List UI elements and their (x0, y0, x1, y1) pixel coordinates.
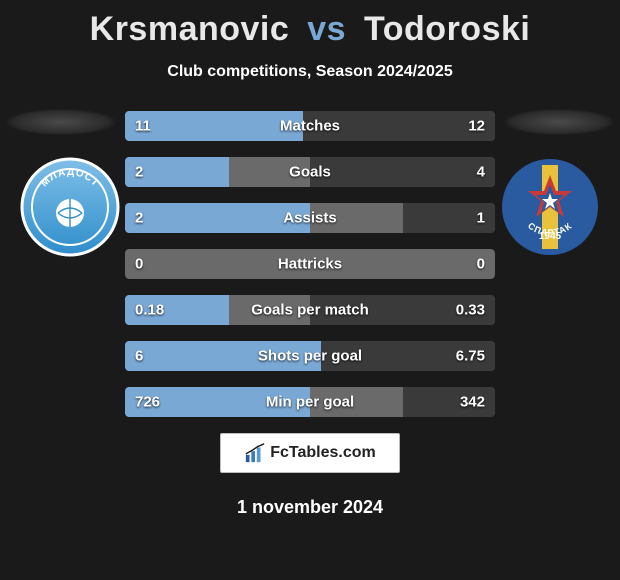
team-crest-left: МЛАДОСТ (20, 157, 120, 257)
stat-bars: 11 12 Matches 2 4 Goals 2 1 Assists 0 0 Hattricks 0.… (125, 109, 495, 417)
stat-row: 6 6.75 Shots per goal (125, 341, 495, 371)
stat-right-value: 4 (477, 164, 485, 181)
fctables-logo-icon (244, 442, 266, 464)
comparison-title: Krsmanovic vs Todoroski (0, 0, 620, 49)
vs-text: vs (307, 10, 346, 48)
team-crest-right: СПАРТАК 1945 (500, 157, 600, 257)
date-label: 1 november 2024 (0, 497, 620, 518)
stat-label: Goals (289, 164, 331, 181)
subtitle: Club competitions, Season 2024/2025 (0, 63, 620, 81)
stat-label: Matches (280, 118, 340, 135)
comparison-arena: МЛАДОСТ СПАРТАК 1945 1112Matches24Goals2… (0, 109, 620, 417)
stat-row: 11 12 Matches (125, 111, 495, 141)
bar-left-fill (125, 203, 310, 233)
stat-left-value: 2 (135, 210, 143, 227)
svg-text:1945: 1945 (539, 231, 562, 242)
stat-label: Shots per goal (258, 348, 362, 365)
branding-badge: FcTables.com (220, 433, 400, 473)
stat-label: Assists (283, 210, 336, 227)
stat-row: 2 1 Assists (125, 203, 495, 233)
stat-left-value: 2 (135, 164, 143, 181)
stat-left-value: 726 (135, 394, 160, 411)
bar-left-fill (125, 111, 303, 141)
player1-name: Krsmanovic (90, 10, 290, 48)
stat-right-value: 342 (460, 394, 485, 411)
spotlight-left (6, 109, 116, 135)
stat-right-value: 0 (477, 256, 485, 273)
bar-right-fill (310, 157, 495, 187)
stat-label: Min per goal (266, 394, 354, 411)
player2-name: Todoroski (364, 10, 530, 48)
stat-left-value: 6 (135, 348, 143, 365)
stat-label: Goals per match (251, 302, 369, 319)
stat-left-value: 11 (135, 118, 151, 135)
stat-right-value: 12 (468, 118, 485, 135)
spotlight-right (504, 109, 614, 135)
stat-left-value: 0 (135, 256, 143, 273)
stat-row: 0 0 Hattricks (125, 249, 495, 279)
branding-text: FcTables.com (270, 444, 376, 462)
stat-left-value: 0.18 (135, 302, 164, 319)
stat-right-value: 1 (477, 210, 485, 227)
stat-row: 2 4 Goals (125, 157, 495, 187)
stat-right-value: 0.33 (456, 302, 485, 319)
stat-right-value: 6.75 (456, 348, 485, 365)
stat-row: 0.18 0.33 Goals per match (125, 295, 495, 325)
stat-row: 726 342 Min per goal (125, 387, 495, 417)
stat-label: Hattricks (278, 256, 342, 273)
